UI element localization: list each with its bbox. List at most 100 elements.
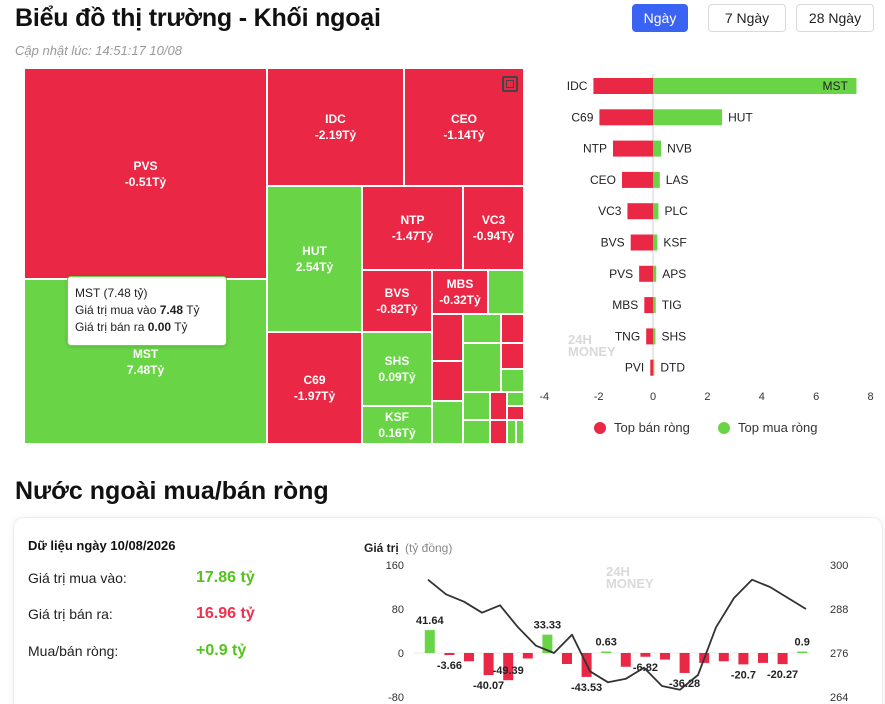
treemap-tooltip: MST (7.48 tỷ) Giá trị mua vào 7.48 Tỷ Gi… [67, 276, 227, 346]
x-tick-label: 8 [868, 391, 874, 403]
flow-bar [542, 634, 553, 653]
y-tick-left: -80 [388, 692, 404, 704]
legend-item-buy[interactable]: Top mua ròng [718, 420, 818, 435]
treemap-cell-ntp[interactable]: NTP -1.47Tỷ [362, 186, 463, 270]
expand-icon[interactable] [502, 76, 518, 92]
net-flow-panel [13, 517, 883, 704]
treemap-small-cell[interactable] [507, 420, 516, 444]
tooltip-unit: Tỷ [186, 303, 200, 317]
flow-bar [601, 651, 612, 653]
data-date: Dữ liệu ngày 10/08/2026 [28, 538, 176, 553]
flow-bar [464, 653, 474, 662]
bar-label-buy: MST [822, 79, 848, 93]
bar-sell-ntp [613, 140, 653, 157]
treemap-cell-bvs[interactable]: BVS -0.82Tỷ [362, 270, 432, 332]
flow-bar-label: 0.9 [795, 637, 810, 649]
treemap-cell-hut[interactable]: HUT 2.54Tỷ [267, 186, 362, 332]
tab-day[interactable]: Ngày [632, 4, 688, 32]
legend-dot-buy [718, 421, 730, 434]
treemap-cell-code: BVS [384, 286, 410, 300]
treemap-cell-shs[interactable]: SHS 0.09Tỷ [362, 332, 432, 406]
tooltip-buy-value: 7.48 [159, 303, 184, 317]
treemap-small-cell[interactable] [501, 369, 524, 392]
bar-buy-aps [653, 265, 657, 282]
bar-label-sell: BVS [601, 236, 625, 250]
treemap-cell-idc[interactable]: IDC -2.19Tỷ [267, 68, 404, 186]
bar-label-sell: MBS [612, 298, 638, 312]
treemap-small-cell[interactable] [501, 314, 524, 343]
legend-label-buy: Top mua ròng [738, 420, 818, 435]
treemap-small-cell[interactable] [507, 406, 524, 420]
treemap-cell-code: CEO [450, 112, 477, 126]
bar-sell-c69 [599, 109, 653, 126]
treemap-small-cell[interactable] [507, 392, 524, 406]
bar-buy-shs [653, 328, 656, 345]
treemap-cell-ceo[interactable]: CEO -1.14Tỷ [404, 68, 524, 186]
treemap-small-cell[interactable] [432, 361, 463, 401]
flow-bar [777, 653, 788, 665]
y-tick-left: 80 [392, 604, 404, 616]
treemap-small-cell[interactable] [463, 314, 501, 343]
flow-bar [758, 653, 768, 663]
bar-sell-bvs [630, 234, 653, 251]
flow-bar-label: -49.39 [493, 665, 524, 677]
flow-bar-label: -40.07 [473, 680, 504, 692]
treemap-cell-vc3[interactable]: VC3 -0.94Tỷ [463, 186, 524, 270]
x-tick-label: 4 [759, 391, 765, 403]
legend-item-sell[interactable]: Top bán ròng [594, 420, 690, 435]
treemap-small-cell[interactable] [488, 270, 524, 314]
net-flow-chart: Giá trị (tỷ đồng)160 80 0 -80 300 288 276 264 41.… [364, 541, 848, 704]
x-tick-label: 2 [704, 391, 710, 403]
tooltip-title: MST (7.48 tỷ) [75, 286, 148, 300]
tooltip-sell-value: 0.00 [147, 320, 172, 334]
treemap-small-cell[interactable] [463, 392, 490, 420]
treemap-small-cell[interactable] [516, 420, 524, 444]
treemap-cell-value: -0.51Tỷ [124, 174, 167, 189]
bar-sell-pvi [650, 359, 653, 376]
flow-bar-label: 41.64 [416, 615, 444, 627]
bar-buy-nvb [653, 140, 662, 157]
treemap-small-cell[interactable] [432, 401, 463, 444]
treemap-cell-value: 7.48Tỷ [126, 362, 165, 377]
net-value: +0.9 tỷ [196, 642, 247, 659]
treemap-small-cell[interactable] [463, 343, 501, 392]
treemap-cell-ksf[interactable]: KSF 0.16Tỷ [362, 406, 432, 444]
bar-label-sell: IDC [567, 79, 588, 93]
tab-28-days[interactable]: 28 Ngày [796, 4, 874, 32]
bar-label-buy: SHS [661, 329, 686, 343]
treemap-small-cell[interactable] [490, 392, 507, 420]
treemap-cell-mbs[interactable]: MBS -0.32Tỷ [432, 270, 488, 314]
bar-sell-vc3 [627, 203, 653, 220]
tooltip-unit-2: Tỷ [174, 320, 188, 334]
top-net-bar-chart: IDC MST C69 HUT NTP NVB CEO LAS VC3 PLC BVS KSF PVS A… [540, 74, 874, 403]
treemap-cell-code: MST [132, 346, 159, 361]
treemap-cell-c69[interactable]: C69 -1.97Tỷ [267, 332, 362, 444]
y-tick-right: 264 [830, 692, 848, 704]
legend-dot-sell [594, 421, 606, 434]
x-tick-label: -2 [594, 391, 604, 403]
flow-bar [797, 651, 808, 653]
flow-bar [483, 653, 494, 676]
bar-buy-mst [653, 78, 857, 94]
bar-label-sell: TNG [615, 329, 640, 343]
bar-buy-ksf [653, 234, 658, 251]
treemap-cell-value: 2.54Tỷ [295, 260, 334, 274]
treemap-cell-pvs[interactable]: PVS -0.51Tỷ [24, 68, 267, 279]
flow-bar [444, 653, 455, 656]
y-axis-unit: (tỷ đồng) [405, 541, 452, 555]
bar-label-buy: DTD [660, 361, 685, 375]
treemap-small-cell[interactable] [501, 343, 524, 369]
flow-bar [424, 630, 435, 653]
flow-bar [620, 653, 631, 667]
bar-sell-mbs [644, 297, 653, 314]
y-tick-right: 288 [830, 604, 848, 616]
treemap-cell-value: -1.14Tỷ [443, 128, 485, 142]
treemap-small-cell[interactable] [432, 314, 463, 361]
bar-label-buy: HUT [728, 110, 753, 124]
tab-7-days[interactable]: 7 Ngày [708, 4, 786, 32]
flow-bar [679, 653, 690, 673]
treemap-small-cell[interactable] [463, 420, 490, 444]
treemap-small-cell[interactable] [490, 420, 507, 444]
bar-label-buy: TIG [662, 298, 682, 312]
flow-bar [562, 653, 572, 664]
